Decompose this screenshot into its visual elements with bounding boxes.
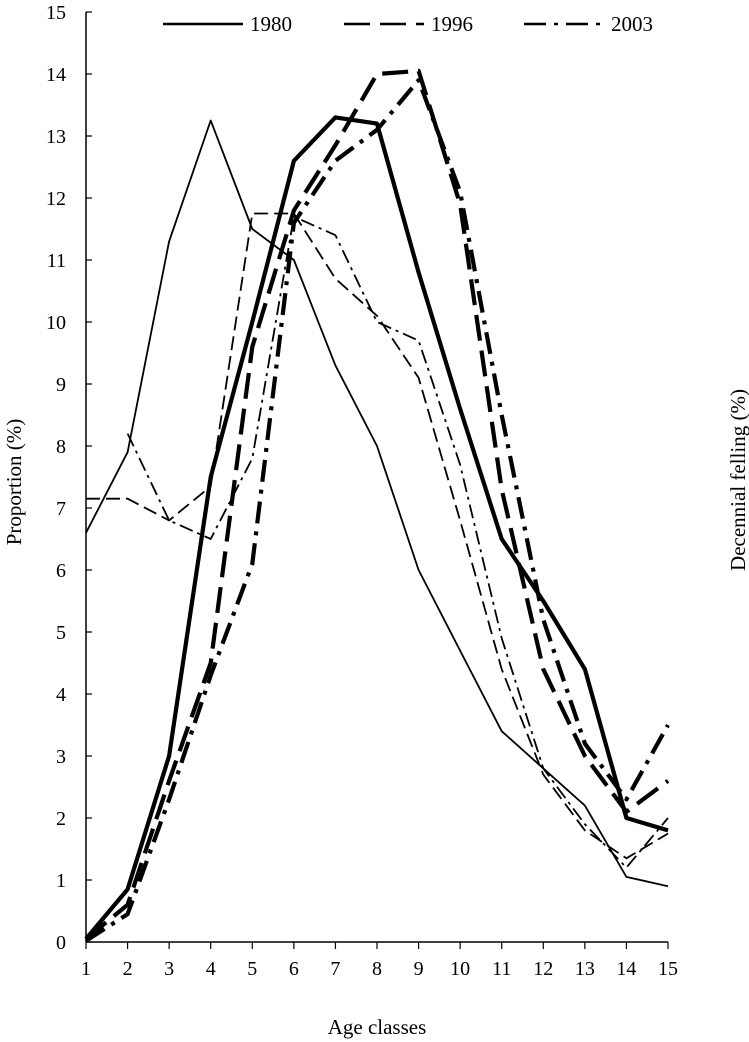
x-tick-label: 8: [372, 958, 382, 980]
x-tick-label: 3: [164, 958, 174, 980]
x-axis-title: Age classes: [328, 1015, 427, 1039]
y-tick-label: 15: [46, 2, 66, 24]
x-tick-label: 5: [247, 958, 257, 980]
legend-label-1996: 1996: [431, 12, 473, 36]
x-tick-label: 7: [330, 958, 340, 980]
x-tick-label: 15: [658, 958, 678, 980]
x-tick-label: 4: [206, 958, 216, 980]
x-tick-label: 13: [575, 958, 595, 980]
y-tick-label: 12: [46, 188, 66, 210]
y-tick-label: 4: [56, 684, 66, 706]
y-tick-label: 6: [56, 560, 66, 582]
y-tick-label: 7: [56, 498, 66, 520]
y-tick-label: 13: [46, 126, 66, 148]
series-line-1996-thin: [86, 212, 669, 860]
legend-label-1980: 1980: [250, 12, 292, 36]
x-tick-label: 9: [414, 958, 424, 980]
x-tick-label: 14: [616, 958, 636, 980]
y-tick-label: 0: [56, 932, 66, 954]
series-line-2003-thick: [84, 78, 670, 943]
y-tick-label: 5: [56, 622, 66, 644]
x-tick-label: 10: [450, 958, 470, 980]
y-tick-label: 9: [56, 374, 66, 396]
y-tick-label: 3: [56, 746, 66, 768]
x-tick-label: 1: [81, 958, 91, 980]
series-lines: [84, 68, 670, 943]
series-line-2003-thin: [126, 215, 669, 869]
x-tick-label: 12: [533, 958, 553, 980]
y-axis-title: Proportion (%): [2, 419, 26, 546]
y-tick-label: 10: [46, 312, 66, 334]
series-line-1980-thick: [84, 115, 669, 941]
y-tick-label: 8: [56, 436, 66, 458]
legend: 1980 1996 2003: [163, 12, 653, 36]
x-tick-label: 11: [492, 958, 511, 980]
x-tick-label: 6: [289, 958, 299, 980]
x-tick-label: 2: [123, 958, 133, 980]
series-line-1980-thin: [85, 119, 669, 888]
y-tick-label: 14: [46, 64, 66, 86]
series-line-1996-thick: [84, 68, 670, 941]
legend-label-2003: 2003: [611, 12, 653, 36]
y-tick-label: 2: [56, 808, 66, 830]
y-tick-label: 1: [56, 870, 66, 892]
y2-axis-title: Decennial felling (%): [726, 389, 749, 571]
y-tick-label: 11: [47, 250, 66, 272]
